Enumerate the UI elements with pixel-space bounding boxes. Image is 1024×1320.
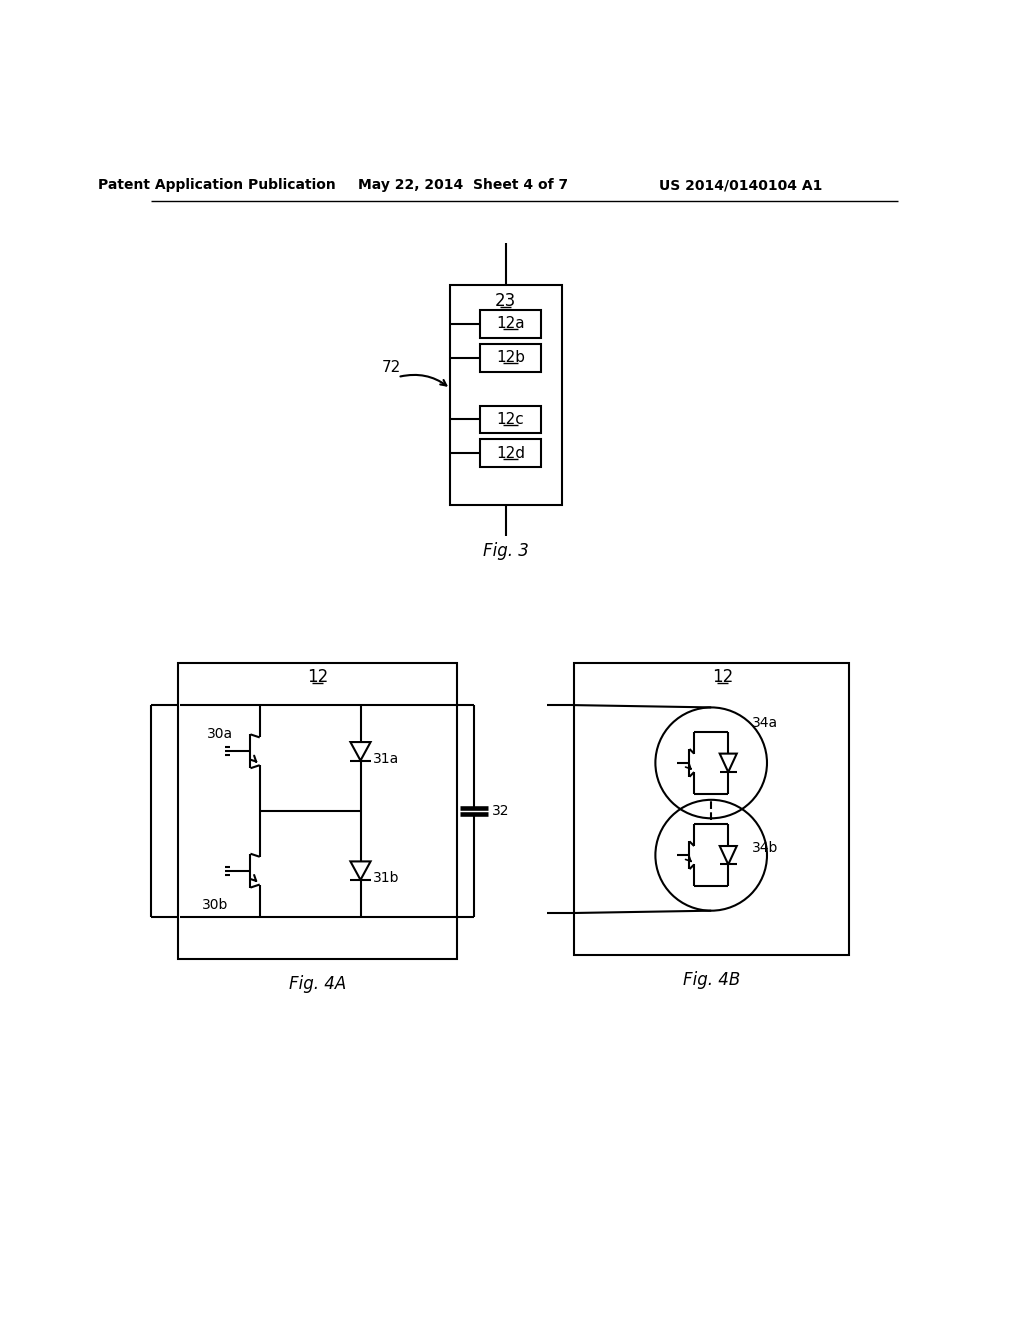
Text: May 22, 2014  Sheet 4 of 7: May 22, 2014 Sheet 4 of 7 [357, 178, 568, 193]
Text: US 2014/0140104 A1: US 2014/0140104 A1 [658, 178, 822, 193]
Text: 31b: 31b [373, 871, 399, 886]
Text: 30a: 30a [207, 727, 233, 742]
Bar [480, 345, 541, 372]
Text: 72: 72 [382, 359, 401, 375]
Text: 23: 23 [496, 292, 516, 310]
Bar [480, 405, 541, 433]
Bar [480, 440, 541, 467]
Bar [573, 663, 849, 956]
Text: Fig. 4B: Fig. 4B [683, 972, 739, 989]
Text: Fig. 4A: Fig. 4A [289, 975, 346, 993]
Text: 34a: 34a [752, 715, 777, 730]
Text: 31a: 31a [373, 752, 399, 766]
Text: 12d: 12d [496, 446, 525, 461]
Text: Patent Application Publication: Patent Application Publication [98, 178, 336, 193]
Text: 32: 32 [492, 804, 509, 818]
Text: 12: 12 [712, 668, 733, 685]
Bar [450, 285, 562, 506]
Text: 12b: 12b [496, 350, 525, 366]
Bar [178, 663, 458, 960]
Text: 30b: 30b [202, 899, 228, 912]
Text: 34b: 34b [752, 841, 778, 854]
Text: 12c: 12c [497, 412, 524, 426]
Text: 12a: 12a [497, 317, 524, 331]
Text: 12: 12 [307, 668, 329, 685]
Text: Fig. 3: Fig. 3 [483, 543, 528, 560]
Bar [480, 310, 541, 338]
